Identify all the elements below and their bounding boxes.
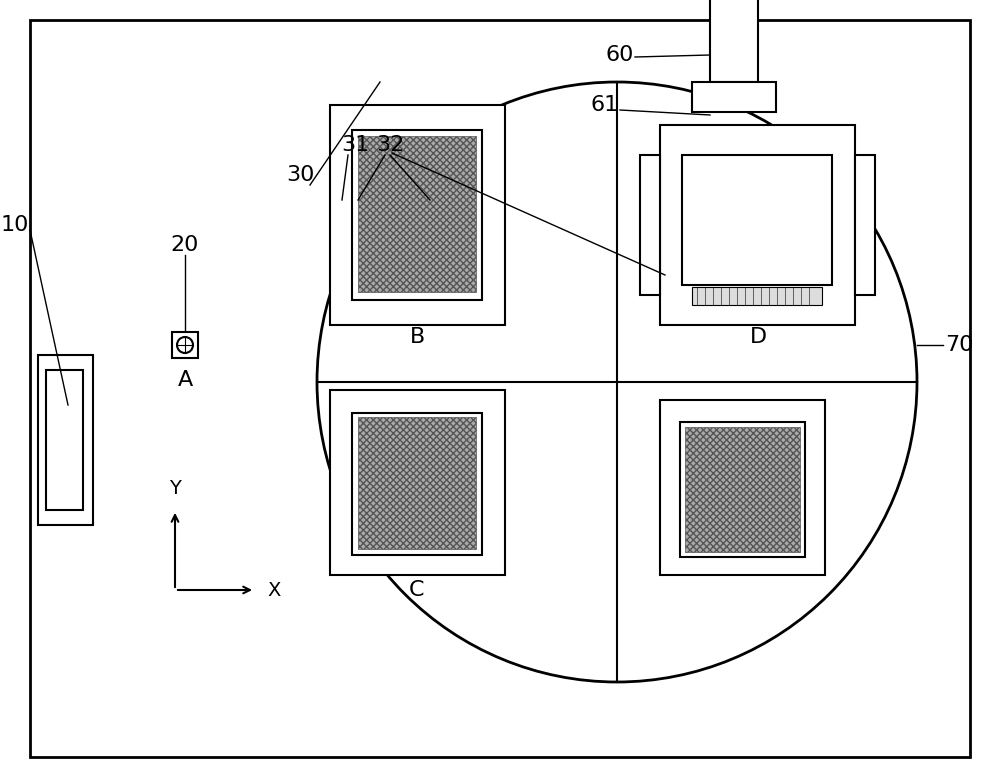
Bar bbox=[352, 130, 482, 300]
Text: 61: 61 bbox=[591, 95, 619, 115]
Bar bbox=[172, 332, 198, 358]
Text: 30: 30 bbox=[286, 165, 314, 185]
Text: 31: 31 bbox=[341, 135, 369, 155]
Circle shape bbox=[317, 82, 917, 682]
Bar bbox=[660, 125, 855, 325]
Text: 10: 10 bbox=[1, 215, 29, 235]
Text: 32: 32 bbox=[376, 135, 404, 155]
Bar bbox=[38, 355, 93, 525]
Bar bbox=[682, 155, 832, 285]
Circle shape bbox=[177, 337, 193, 353]
Text: 20: 20 bbox=[171, 235, 199, 255]
Bar bbox=[352, 413, 482, 555]
Bar bbox=[710, 0, 758, 82]
Bar bbox=[660, 400, 825, 575]
Bar bbox=[330, 105, 505, 325]
Text: C: C bbox=[409, 580, 425, 600]
Bar bbox=[330, 390, 505, 575]
Text: D: D bbox=[749, 327, 767, 347]
Bar bbox=[358, 136, 476, 292]
Bar bbox=[680, 422, 805, 557]
Bar bbox=[640, 155, 660, 295]
Text: Y: Y bbox=[169, 479, 181, 498]
Bar bbox=[692, 287, 822, 305]
Bar bbox=[855, 155, 875, 295]
Text: A: A bbox=[177, 370, 193, 390]
Bar bbox=[685, 427, 800, 552]
Bar bbox=[46, 370, 83, 510]
Text: 70: 70 bbox=[945, 335, 973, 355]
Bar bbox=[692, 82, 776, 112]
Text: B: B bbox=[409, 327, 425, 347]
Text: 60: 60 bbox=[606, 45, 634, 65]
Bar bbox=[358, 417, 476, 549]
Text: X: X bbox=[267, 580, 280, 600]
